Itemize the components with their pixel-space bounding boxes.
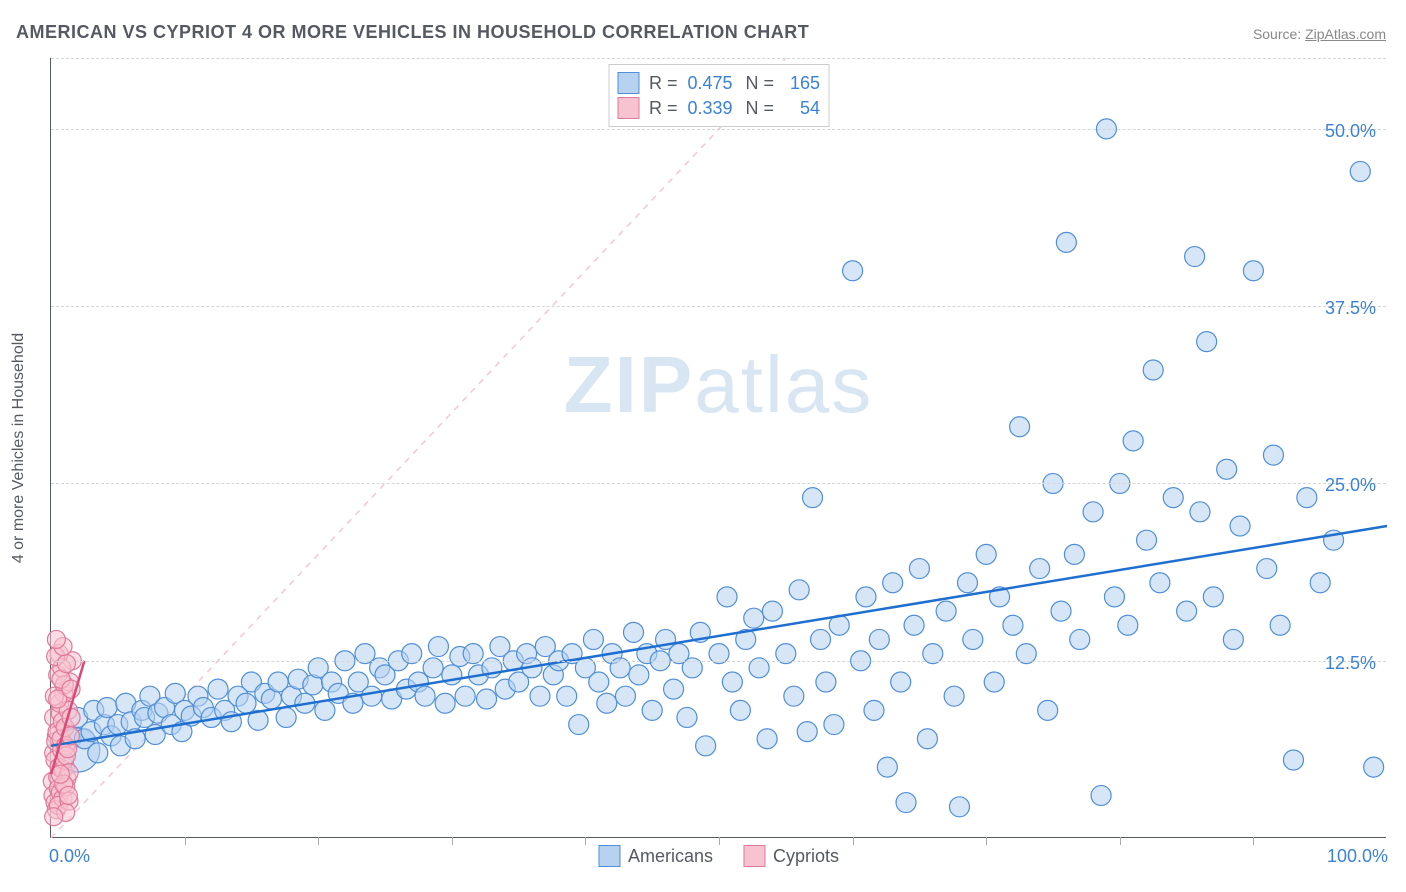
x-tick-right: 100.0% (1327, 846, 1388, 867)
legend-n-value: 54 (784, 98, 820, 119)
legend-n-label: N = (746, 98, 775, 119)
hgrid-line (51, 306, 1386, 307)
legend-correlation: R = 0.475 N = 165 R = 0.339 N = 54 (608, 64, 829, 127)
legend-n-label: N = (746, 73, 775, 94)
x-tick-mark (1253, 837, 1254, 845)
hgrid-line (51, 483, 1386, 484)
y-tick-label: 37.5% (1325, 298, 1376, 319)
chart-container: AMERICAN VS CYPRIOT 4 OR MORE VEHICLES I… (0, 0, 1406, 892)
legend-r-label: R = (649, 98, 678, 119)
legend-r-value: 0.475 (688, 73, 736, 94)
hgrid-line (51, 661, 1386, 662)
hgrid-line (51, 129, 1386, 130)
watermark-atlas: atlas (694, 340, 873, 429)
watermark: ZIPatlas (564, 339, 873, 431)
legend-series-item: Cypriots (743, 845, 839, 867)
x-tick-mark (853, 837, 854, 845)
legend-swatch-cypriots (617, 97, 639, 119)
x-tick-mark (1120, 837, 1121, 845)
legend-correlation-row: R = 0.475 N = 165 (617, 72, 820, 94)
hgrid-line (51, 58, 1386, 59)
x-tick-left: 0.0% (49, 846, 90, 867)
legend-n-value: 165 (784, 73, 820, 94)
legend-series-label: Americans (628, 846, 713, 867)
legend-swatch-americans (598, 845, 620, 867)
legend-series: Americans Cypriots (598, 845, 839, 867)
x-tick-mark (318, 837, 319, 845)
legend-swatch-americans (617, 72, 639, 94)
y-axis-label: 4 or more Vehicles in Household (10, 332, 28, 562)
legend-series-label: Cypriots (773, 846, 839, 867)
x-tick-mark (585, 837, 586, 845)
scatter-svg (51, 58, 1386, 837)
source-attribution: Source: ZipAtlas.com (1253, 26, 1386, 42)
y-tick-label: 12.5% (1325, 653, 1376, 674)
legend-correlation-row: R = 0.339 N = 54 (617, 97, 820, 119)
plot-area: 4 or more Vehicles in Household ZIPatlas… (50, 58, 1386, 838)
x-tick-mark (719, 837, 720, 845)
x-tick-mark (185, 837, 186, 845)
legend-r-value: 0.339 (688, 98, 736, 119)
x-tick-mark (986, 837, 987, 845)
legend-swatch-cypriots (743, 845, 765, 867)
source-link[interactable]: ZipAtlas.com (1305, 26, 1386, 42)
x-tick-mark (452, 837, 453, 845)
chart-title: AMERICAN VS CYPRIOT 4 OR MORE VEHICLES I… (16, 22, 809, 43)
y-tick-label: 25.0% (1325, 475, 1376, 496)
watermark-zip: ZIP (564, 340, 694, 429)
legend-series-item: Americans (598, 845, 713, 867)
source-label: Source: (1253, 26, 1301, 42)
legend-r-label: R = (649, 73, 678, 94)
y-tick-label: 50.0% (1325, 121, 1376, 142)
